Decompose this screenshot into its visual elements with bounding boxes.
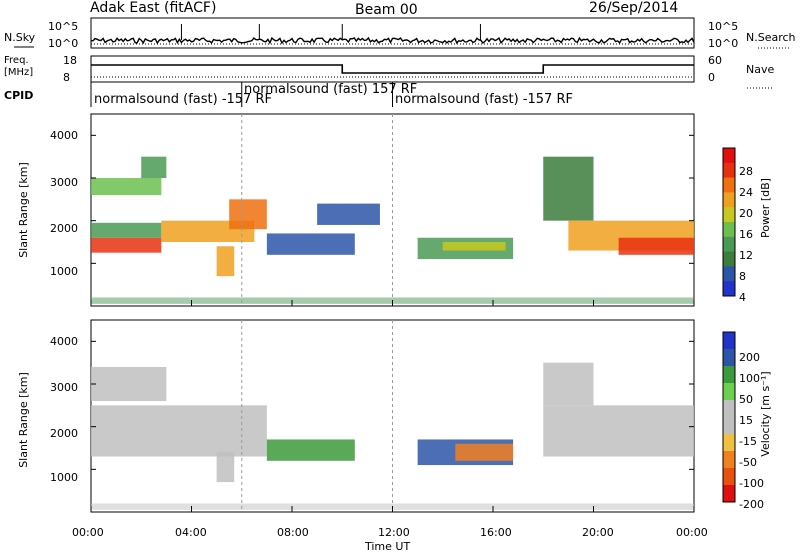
velocity-scatter-region (266, 439, 355, 461)
nave-tick-top: 60 (708, 54, 722, 67)
power-cbar-tick: 16 (739, 228, 753, 241)
xtick: 04:00 (175, 526, 207, 539)
nsky-label: N.Sky (4, 31, 36, 44)
velocity-scatter-region (91, 366, 167, 402)
velocity-colorbar-cell (723, 366, 735, 384)
power-scatter-region (141, 156, 167, 178)
velocity-cbar-tick: 100 (739, 372, 760, 385)
power-colorbar-cell (723, 177, 735, 193)
power-colorbar-cell (723, 251, 735, 267)
cpid-label: CPID (4, 89, 34, 102)
power-cbar-tick: 8 (739, 270, 746, 283)
xtick: 00:00 (676, 526, 708, 539)
velocity-cbar-tick: -200 (739, 498, 764, 511)
velocity-scatter-region (455, 443, 514, 461)
power-cbar-tick: 4 (739, 291, 746, 304)
nsearch-label: N.Search (746, 31, 796, 44)
cpid-segment-2: normalsound (fast) 157 RF (244, 82, 418, 97)
velocity-scatter-region (543, 362, 594, 406)
velocity-cbar-tick: -50 (739, 456, 757, 469)
velocity-cbar-tick: 50 (739, 393, 753, 406)
date-title: 26/Sep/2014 (589, 0, 679, 16)
velocity-colorbar-cell (723, 400, 735, 418)
velocity-cbar-tick: 200 (739, 351, 760, 364)
freq-tick-bottom: 8 (63, 71, 70, 84)
power-colorbar-cell (723, 207, 735, 223)
power-colorbar-cell (723, 236, 735, 253)
frequency-line (91, 64, 694, 74)
velocity-ytick: 3000 (50, 381, 78, 394)
velocity-colorbar-cell (723, 417, 735, 435)
power-ytick: 1000 (50, 265, 78, 278)
velocity-colorbar-cell (723, 485, 735, 503)
station-title: Adak East (fitACF) (90, 0, 217, 16)
nave-label: Nave (746, 63, 775, 76)
power-cbar-tick: 28 (739, 165, 753, 178)
freq-tick-top: 18 (63, 54, 77, 67)
velocity-colorbar-cell (723, 349, 735, 367)
power-scatter-region (618, 237, 694, 255)
power-cbar-tick: 20 (739, 207, 753, 220)
power-scatter-region (229, 199, 267, 230)
beam-title: Beam 00 (355, 2, 418, 18)
power-scatter-region (91, 178, 162, 196)
velocity-ytick: 2000 (50, 427, 78, 440)
noise-tick-right-bottom: 10^0 (708, 37, 739, 50)
power-cbar-tick: 24 (739, 186, 753, 199)
power-colorbar-cell (723, 222, 735, 238)
velocity-colorbar-cell (723, 332, 735, 350)
power-cbar-tick: 12 (739, 249, 753, 262)
velocity-cbar-tick: 15 (739, 414, 753, 427)
noise-panel-frame (90, 17, 695, 49)
freq-unit-label: [MHz] (4, 67, 34, 78)
noise-tick-left-top: 10^5 (48, 20, 79, 33)
xtick: 12:00 (378, 526, 410, 539)
freq-label: Freq. (4, 55, 29, 66)
velocity-colorbar-frame (722, 331, 736, 503)
power-scatter-region (543, 156, 594, 221)
velocity-cbar-tick: -100 (739, 477, 764, 490)
velocity-colorbar-cell (723, 383, 735, 401)
power-colorbar-cell (723, 162, 735, 179)
velocity-colorbar-cell (723, 434, 735, 452)
cpid-segment-3: normalsound (fast) -157 RF (395, 92, 573, 107)
xtick: 00:00 (72, 526, 104, 539)
power-scatter-region (266, 233, 355, 255)
xtick: 08:00 (277, 526, 309, 539)
xtick: 16:00 (480, 526, 512, 539)
noise-tick-right-top: 10^5 (708, 20, 739, 33)
power-scatter-region (442, 242, 506, 251)
velocity-scatter-region (216, 452, 235, 483)
power-scatter-region (91, 222, 162, 238)
power-scatter-region (317, 203, 380, 225)
power-colorbar-frame (722, 147, 736, 297)
velocity-ytick: 4000 (50, 335, 78, 348)
velocity-ytick: 1000 (50, 471, 78, 484)
power-ytick: 4000 (50, 129, 78, 142)
velocity-cbar-tick: -15 (739, 435, 757, 448)
power-colorbar-cell (723, 148, 735, 164)
xlabel: Time UT (365, 540, 411, 553)
velocity-colorbar-cell (723, 451, 735, 469)
velocity-scatter-region (543, 405, 694, 457)
power-colorbar-cell (723, 192, 735, 208)
power-ytick: 2000 (50, 222, 78, 235)
noise-sky-line (90, 36, 695, 45)
power-colorbar-cell (723, 266, 735, 282)
freq-panel-frame (90, 55, 695, 83)
power-scatter-region (216, 246, 235, 277)
nave-tick-bottom: 0 (708, 71, 715, 84)
noise-tick-left-bottom: 10^0 (48, 37, 79, 50)
cpid-segment-1: normalsound (fast) -157 RF (94, 92, 272, 107)
velocity-scatter-region (91, 405, 267, 457)
power-ytick: 3000 (50, 176, 78, 189)
power-scatter-region (91, 237, 162, 253)
xtick: 20:00 (582, 526, 614, 539)
power-colorbar-cell (723, 281, 735, 297)
velocity-colorbar-cell (723, 468, 735, 486)
